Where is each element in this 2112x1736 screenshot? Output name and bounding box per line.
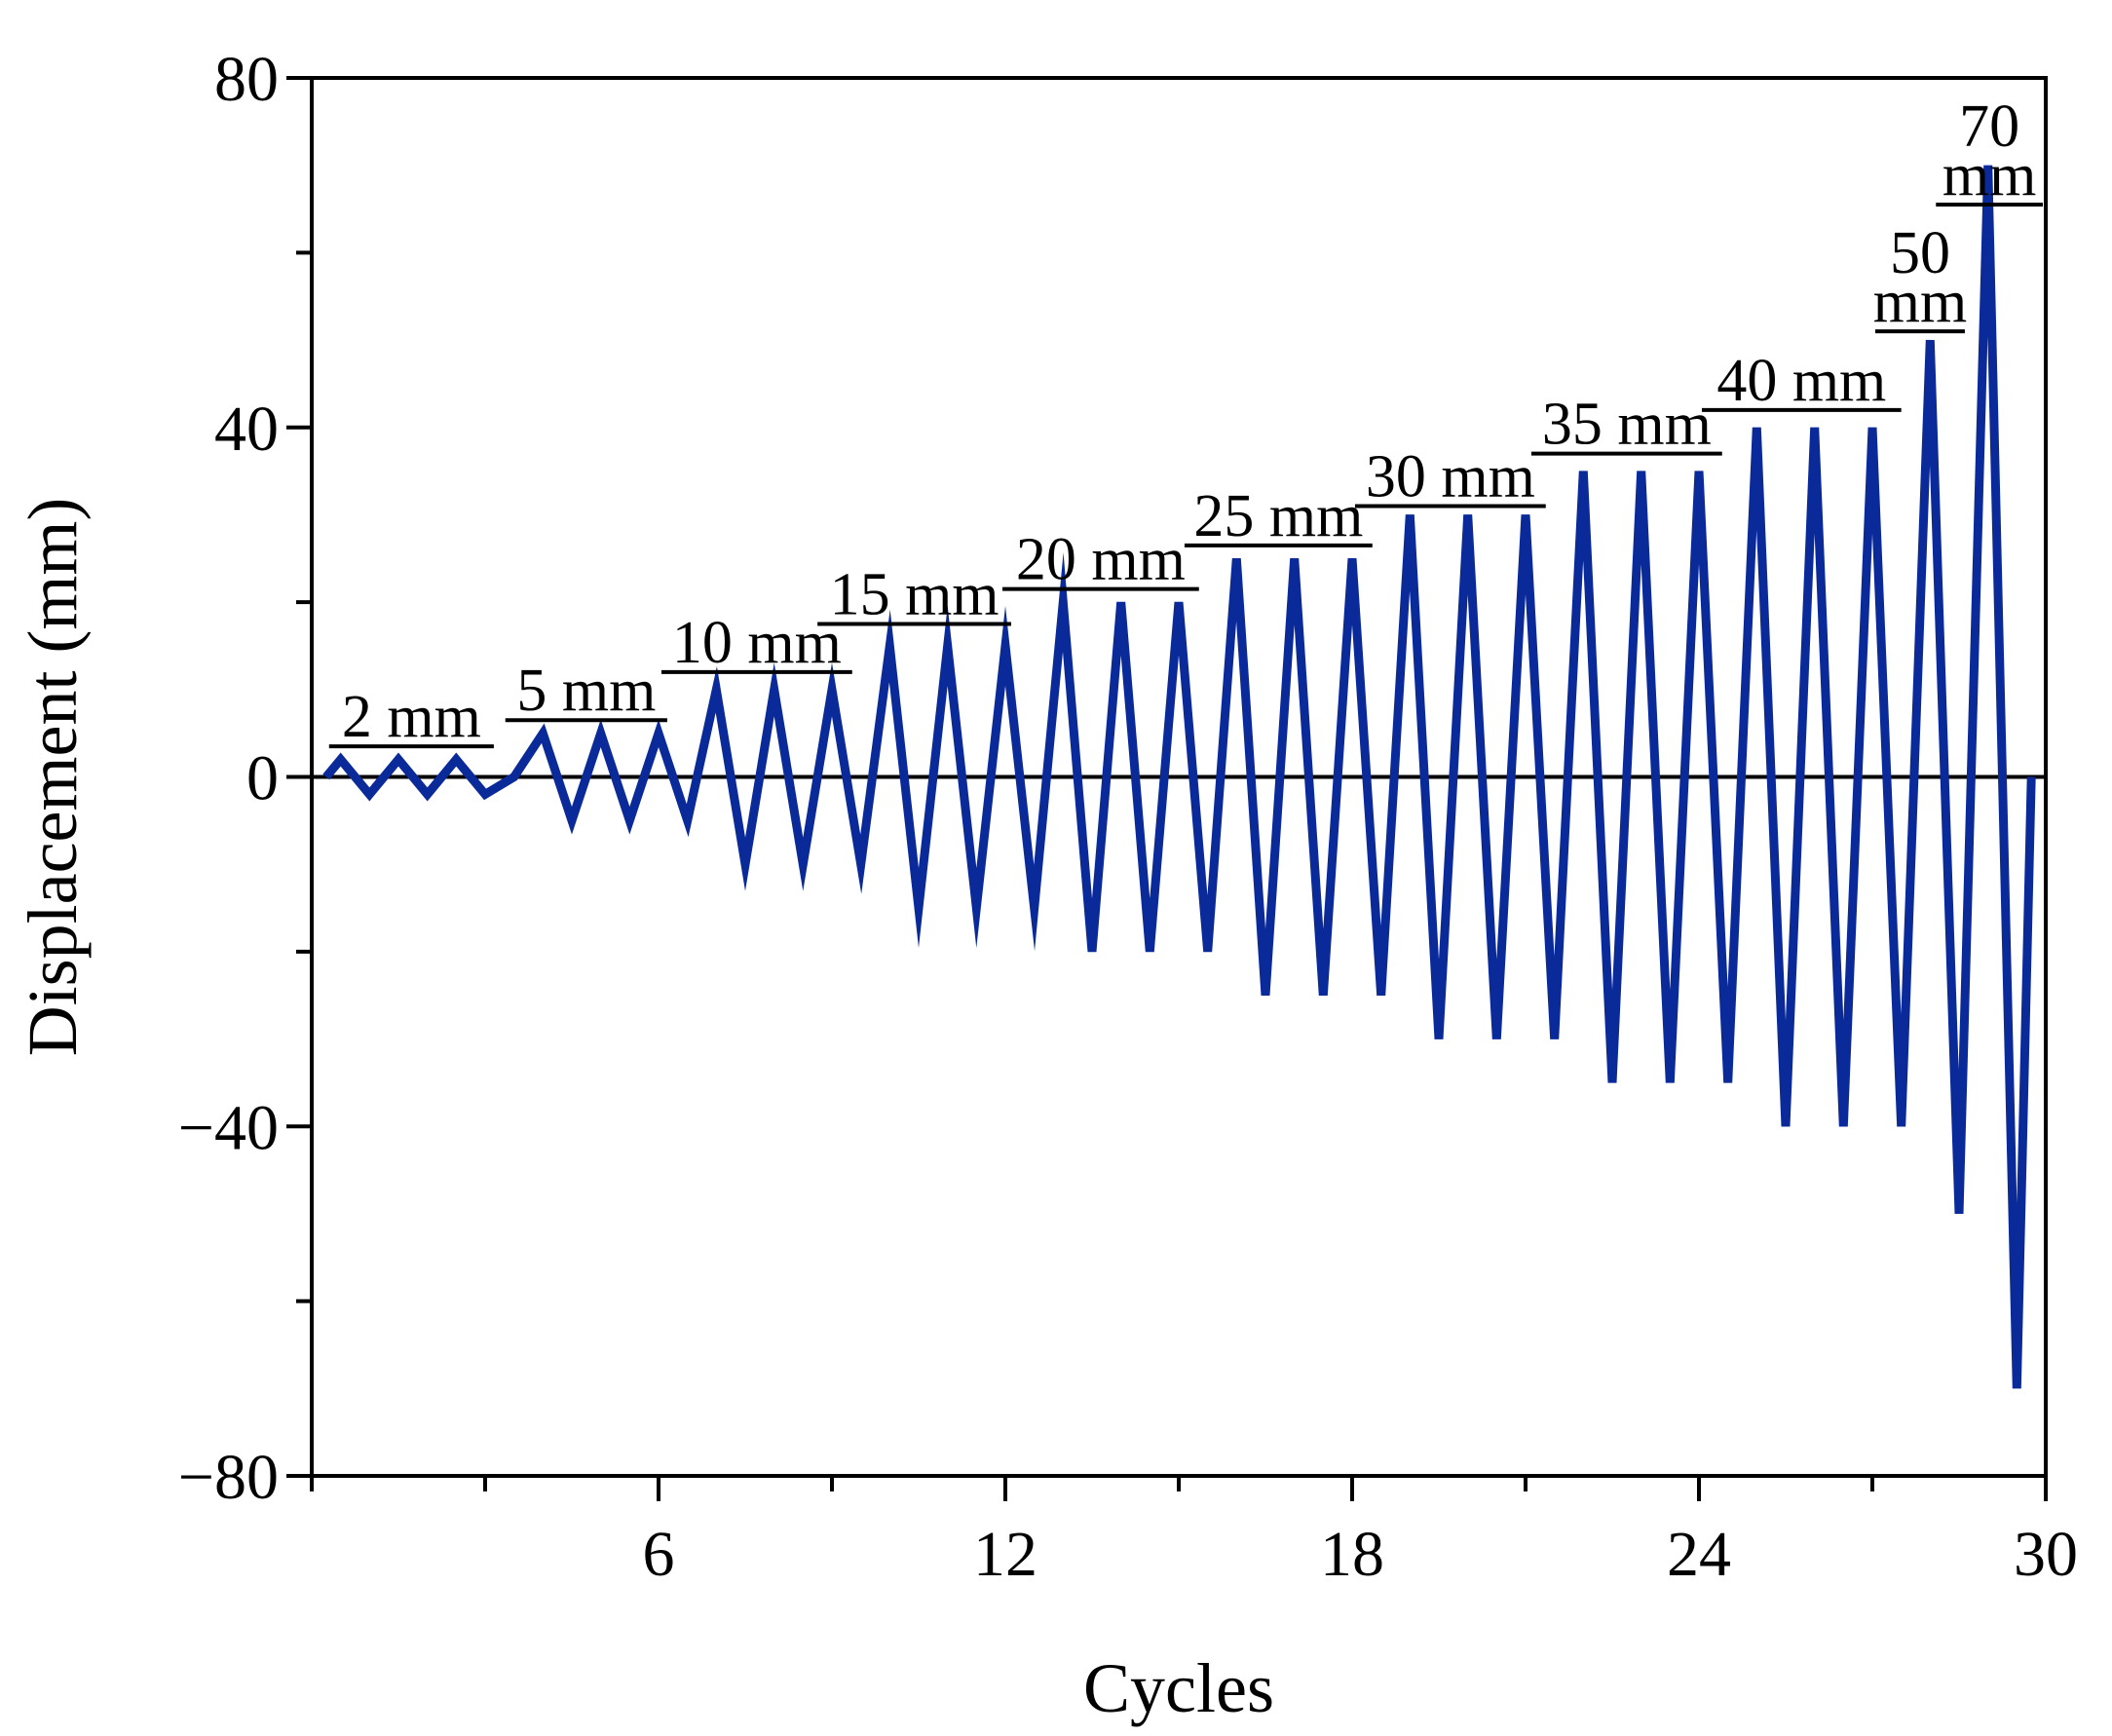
stage-label: 5 mm [516, 658, 656, 724]
stage-annotation: 5 mm [505, 658, 667, 724]
stage-label: 25 mm [1193, 483, 1363, 549]
stage-label: 40 mm [1716, 348, 1886, 414]
x-tick-label: 30 [2014, 1519, 2078, 1590]
x-axis-label: Cycles [1083, 1649, 1274, 1727]
stage-annotation: 10 mm [660, 610, 852, 676]
y-tick-label: 40 [214, 394, 279, 465]
stage-annotation: 30 mm [1354, 443, 1546, 509]
major-ticks [286, 76, 2048, 1501]
stage-label: 30 mm [1366, 443, 1535, 509]
plot-frame [310, 76, 2048, 1478]
y-tick-label: −40 [178, 1092, 279, 1163]
stage-annotation: 40 mm [1701, 348, 1902, 414]
y-tick-label: 0 [246, 743, 279, 814]
x-tick-label: 12 [973, 1519, 1037, 1590]
x-tick-label: 18 [1320, 1519, 1384, 1590]
stage-label: 35 mm [1542, 392, 1712, 458]
stage-annotation: 2 mm [328, 684, 494, 750]
series-layer [322, 165, 2036, 1389]
y-axis-label: Displacement (mm) [14, 498, 92, 1057]
stage-label: 20 mm [1016, 527, 1186, 593]
y-tick-label: −80 [178, 1442, 279, 1513]
stage-label: mm [1942, 142, 2036, 208]
stage-label: 2 mm [342, 684, 481, 750]
stage-annotation: 35 mm [1530, 392, 1722, 458]
stage-annotation: 25 mm [1184, 483, 1373, 549]
stage-annotation: 15 mm [817, 562, 1011, 628]
stage-label: 70 [1959, 94, 2019, 160]
stage-label: mm [1873, 269, 1967, 335]
minor-ticks [296, 250, 1874, 1491]
stage-label: 50 [1890, 220, 1950, 286]
x-tick-labels: 6 12 18 24 30 [643, 1519, 2079, 1590]
stage-annotation: 20 mm [1002, 527, 1199, 593]
y-tick-labels: 80 40 0 −40 −80 [178, 44, 279, 1513]
displacement-series-line [322, 165, 2036, 1389]
stage-label: 10 mm [672, 610, 842, 676]
x-tick-label: 6 [643, 1519, 675, 1590]
y-tick-label: 80 [214, 44, 279, 115]
x-tick-label: 24 [1667, 1519, 1731, 1590]
stage-label: 15 mm [830, 562, 999, 628]
